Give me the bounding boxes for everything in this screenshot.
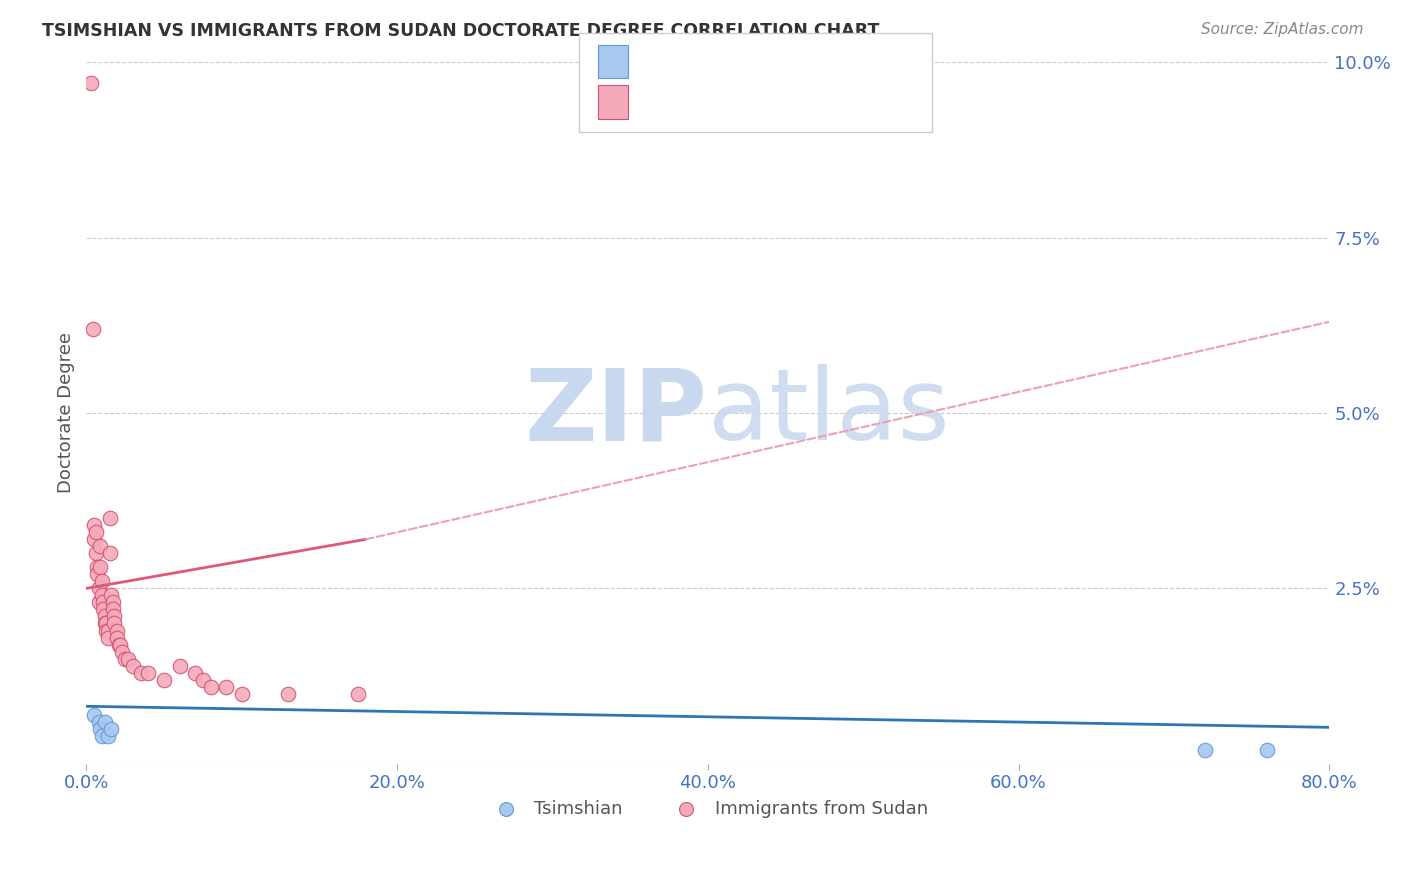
Point	[1256, 743, 1278, 757]
Point	[89, 539, 111, 553]
Point	[138, 665, 160, 680]
Point	[191, 673, 214, 687]
Point	[90, 729, 112, 743]
Point	[97, 729, 120, 743]
Text: R = -0.325   N =  9: R = -0.325 N = 9	[640, 49, 846, 67]
Point	[98, 511, 121, 525]
Point	[89, 722, 111, 736]
Point	[122, 658, 145, 673]
Point	[215, 680, 238, 694]
Point	[231, 687, 253, 701]
Point	[110, 638, 132, 652]
Point	[200, 680, 222, 694]
Text: TSIMSHIAN VS IMMIGRANTS FROM SUDAN DOCTORATE DEGREE CORRELATION CHART: TSIMSHIAN VS IMMIGRANTS FROM SUDAN DOCTO…	[42, 22, 880, 40]
Point	[117, 651, 139, 665]
Point	[100, 589, 122, 603]
Legend: Tsimshian, Immigrants from Sudan: Tsimshian, Immigrants from Sudan	[481, 792, 935, 825]
Point	[347, 687, 370, 701]
Point	[1194, 743, 1216, 757]
Text: ZIP: ZIP	[524, 365, 707, 461]
Point	[94, 609, 117, 624]
Point	[97, 631, 120, 645]
Point	[101, 602, 124, 616]
Point	[82, 322, 104, 336]
Point	[87, 714, 110, 729]
Point	[84, 525, 107, 540]
Point	[105, 624, 128, 638]
Point	[87, 582, 110, 596]
Point	[83, 518, 105, 533]
Point	[86, 567, 108, 582]
Point	[103, 609, 125, 624]
Point	[94, 616, 117, 631]
Point	[83, 707, 105, 722]
Point	[98, 546, 121, 560]
Point	[184, 665, 207, 680]
Point	[96, 616, 118, 631]
Point	[96, 624, 118, 638]
Point	[114, 651, 136, 665]
Point	[87, 595, 110, 609]
Point	[97, 624, 120, 638]
Point	[86, 560, 108, 574]
Y-axis label: Doctorate Degree: Doctorate Degree	[58, 333, 75, 493]
Point	[101, 595, 124, 609]
Point	[103, 616, 125, 631]
Point	[105, 631, 128, 645]
Point	[153, 673, 176, 687]
Point	[84, 546, 107, 560]
Point	[111, 644, 134, 658]
Point	[83, 533, 105, 547]
Point	[129, 665, 152, 680]
Point	[90, 589, 112, 603]
Point	[94, 714, 117, 729]
Point	[89, 560, 111, 574]
Point	[100, 722, 122, 736]
Point	[80, 76, 103, 90]
Point	[169, 658, 191, 673]
Point	[93, 602, 115, 616]
Text: R =  0.064   N = 48: R = 0.064 N = 48	[640, 87, 846, 105]
Point	[108, 638, 131, 652]
Point	[277, 687, 299, 701]
Point	[93, 595, 115, 609]
Text: atlas: atlas	[707, 365, 949, 461]
Point	[90, 574, 112, 589]
Text: Source: ZipAtlas.com: Source: ZipAtlas.com	[1201, 22, 1364, 37]
